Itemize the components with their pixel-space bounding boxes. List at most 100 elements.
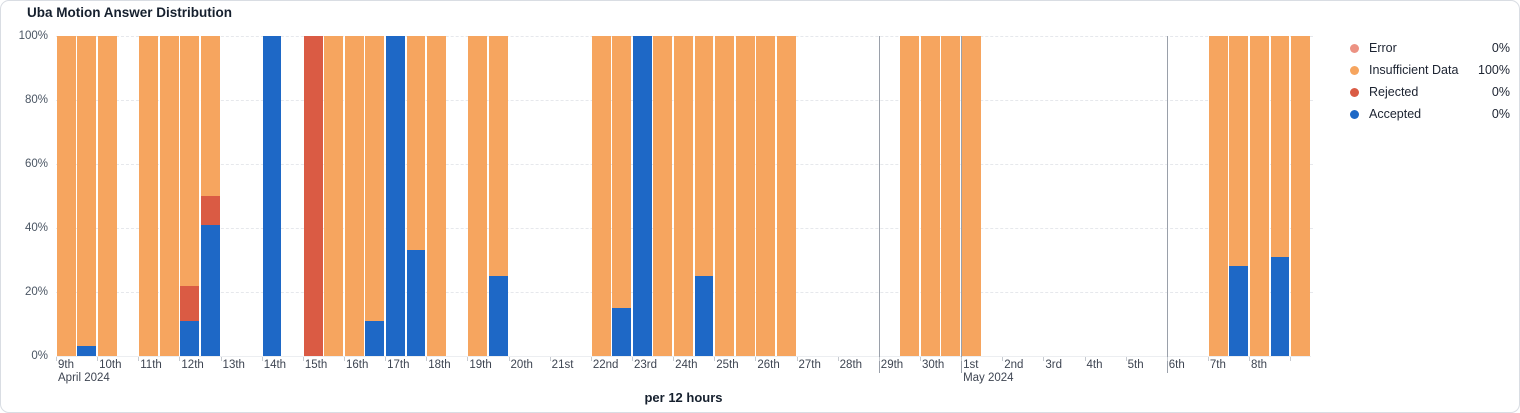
x-axis-tick [1084,357,1086,361]
stacked-bar-14th-am[interactable] [262,36,282,356]
stacked-bar-23rd-pm[interactable] [653,36,673,356]
legend-item-error[interactable]: Error 0% [1350,37,1510,59]
bar-segment-insufficient [324,36,344,356]
stacked-bar-9th-am[interactable] [56,36,76,356]
stacked-bar-1st-am[interactable] [961,36,981,356]
x-axis-tick [878,357,880,361]
legend-item-rejected[interactable]: Rejected 0% [1350,81,1510,103]
stacked-bar-17th-am[interactable] [386,36,405,356]
x-axis-tick-label: 9th [58,359,74,371]
x-axis-tick-label: 7th [1209,359,1226,371]
x-axis-tick-label: 30th [921,359,945,371]
bar-segment-insufficient [900,36,920,356]
stacked-bar-7th-pm[interactable] [1229,36,1249,356]
stacked-bar-18th-am[interactable] [427,36,446,356]
chart-title: Uba Motion Answer Distribution [27,5,232,20]
stacked-bar-16th-pm[interactable] [365,36,385,356]
bar-segment-insufficient [756,36,776,356]
x-axis-tick-label: 3rd [1045,359,1062,371]
x-axis-tick [837,357,839,361]
x-axis-tick [919,357,921,361]
stacked-bar-8th-pm[interactable] [1270,36,1290,356]
stacked-bar-16th-am[interactable] [344,36,364,356]
x-axis-tick [1125,357,1127,361]
bar-segment-accepted [365,320,385,356]
x-axis-tick [714,357,716,361]
stacked-bar-d30-am[interactable] [1291,36,1310,356]
stacked-bar-30th-am[interactable] [920,36,940,356]
y-gridline-0 [56,356,1311,357]
x-axis-tick [549,357,551,361]
chart-legend: Error 0% Insufficient Data 100% Rejected 0% Ac… [1350,37,1510,125]
x-axis-tick [179,357,181,361]
x-axis-tick [426,357,428,361]
stacked-bar-10th-am[interactable] [98,36,117,356]
stacked-bar-22nd-am[interactable] [591,36,611,356]
x-axis-tick [97,357,99,361]
x-axis-tick-label: 17th [387,359,410,371]
stacked-bar-19th-pm[interactable] [488,36,508,356]
bar-segment-insufficient [406,36,426,251]
stacked-bar-9th-pm[interactable] [77,36,97,356]
stacked-bar-24th-am[interactable] [674,36,693,356]
stacked-bar-22nd-pm[interactable] [612,36,632,356]
stacked-bar-8th-am[interactable] [1249,36,1269,356]
bar-segment-insufficient [941,36,961,356]
stacked-bar-12th-am[interactable] [180,36,200,356]
separator-line [1166,36,1168,373]
stacked-bar-24th-pm[interactable] [694,36,714,356]
stacked-bar-15th-pm[interactable] [324,36,344,356]
legend-label: Insufficient Data [1369,63,1459,77]
x-axis-tick-label: 18th [428,359,451,371]
legend-label: Accepted [1369,107,1422,121]
x-axis-tick-label: 28th [839,359,863,371]
y-axis-tick-label: 60% [24,158,48,170]
bar-segment-accepted [386,36,405,356]
stacked-bar-15th-am[interactable] [303,36,323,356]
bar-segment-insufficient [365,36,385,321]
stacked-bar-19th-am[interactable] [468,36,488,356]
stacked-bar-26th-pm[interactable] [776,36,796,356]
stacked-bar-11th-pm[interactable] [159,36,179,356]
legend-dot-accepted [1350,109,1359,119]
x-axis-tick-label: 22nd [592,359,619,371]
bar-segment-accepted [488,276,508,356]
x-axis-tick-label: 12th [181,359,204,371]
x-axis-tick [261,357,263,361]
legend-value: 0% [1491,107,1510,121]
stacked-bar-11th-am[interactable] [139,36,158,356]
x-axis-tick-label: 29th [880,359,904,371]
bar-segment-insufficient [715,36,734,356]
bar-segment-insufficient [468,36,488,356]
x-axis-tick [1002,357,1004,361]
stacked-bar-12th-pm[interactable] [200,36,220,356]
bar-segment-rejected [180,285,200,321]
legend-item-accepted[interactable]: Accepted 0% [1350,103,1510,125]
x-axis-tick-label: 15th [304,359,328,371]
y-axis-tick-label: 40% [24,222,48,234]
stacked-bar-23rd-am[interactable] [632,36,652,356]
legend-dot-rejected [1350,87,1359,97]
bar-segment-insufficient [1249,36,1269,356]
stacked-bar-29th-pm[interactable] [900,36,920,356]
y-axis-tick-label: 0% [31,350,48,362]
stacked-bar-25th-pm[interactable] [735,36,755,356]
stacked-bar-7th-am[interactable] [1208,36,1228,356]
stacked-bar-17th-pm[interactable] [406,36,426,356]
x-axis-tick [1249,357,1251,361]
bar-segment-insufficient [1291,36,1310,356]
stacked-bar-25th-am[interactable] [715,36,734,356]
x-axis-tick-label: 23rd [633,359,657,371]
bar-segment-accepted [262,36,282,356]
x-axis-tick [673,357,675,361]
x-axis-tick [1166,357,1168,361]
stacked-bar-30th-pm[interactable] [941,36,961,356]
legend-item-insufficient[interactable]: Insufficient Data 100% [1350,59,1510,81]
x-axis-tick-label: 21st [551,359,574,371]
stacked-bar-26th-am[interactable] [756,36,776,356]
bar-segment-insufficient [159,36,179,356]
x-axis-tick-label: 8th [1251,359,1268,371]
x-axis-tick [385,357,387,361]
